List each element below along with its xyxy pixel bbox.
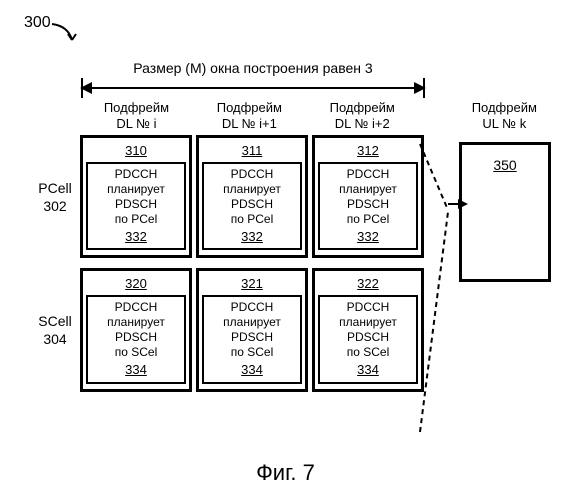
- figure-caption: Фиг. 7: [0, 460, 571, 486]
- inner-l4: по SCel: [90, 345, 182, 360]
- pcell-inner-2: PDCCH планирует PDSCH по PCel 332: [318, 162, 418, 250]
- inner-l4: по SCel: [206, 345, 298, 360]
- col-header-dl-2: Подфрейм DL № i+2: [306, 100, 419, 131]
- inner-l4: по PCel: [206, 212, 298, 227]
- inner-l3: PDSCH: [206, 197, 298, 212]
- subframe-id: 310: [86, 143, 186, 158]
- subframe-id: 322: [318, 276, 418, 291]
- scell-row-label: SCell 304: [30, 312, 80, 348]
- inner-l3: PDSCH: [90, 330, 182, 345]
- inner-l1: PDCCH: [206, 300, 298, 315]
- row-label-ref: 304: [30, 330, 80, 348]
- inner-l4: по PCel: [322, 212, 414, 227]
- col-header-l2: DL № i+1: [193, 116, 306, 132]
- inner-l1: PDCCH: [90, 167, 182, 182]
- inner-l2: планирует: [90, 315, 182, 330]
- col-header-l2: DL № i: [80, 116, 193, 132]
- inner-l3: PDSCH: [322, 197, 414, 212]
- scell-inner-1: PDCCH планирует PDSCH по SCel 334: [202, 295, 302, 383]
- inner-ref: 334: [322, 362, 414, 378]
- inner-ref: 332: [322, 229, 414, 245]
- ul-subframe-box: 350: [459, 142, 551, 282]
- subframe-id: 312: [318, 143, 418, 158]
- inner-ref: 334: [90, 362, 182, 378]
- row-label-name: PCell: [30, 179, 80, 197]
- inner-l4: по SCel: [322, 345, 414, 360]
- subframe-id: 321: [202, 276, 302, 291]
- col-header-dl-0: Подфрейм DL № i: [80, 100, 193, 131]
- inner-l1: PDCCH: [322, 167, 414, 182]
- pcell-subframe-2: 312 PDCCH планирует PDSCH по PCel 332: [312, 135, 424, 258]
- double-arrow-icon: [80, 78, 426, 98]
- pcell-subframe-0: 310 PDCCH планирует PDSCH по PCel 332: [80, 135, 192, 258]
- col-header-dl-1: Подфрейм DL № i+1: [193, 100, 306, 131]
- col-header-ul: Подфрейм UL № k: [458, 100, 551, 131]
- inner-l2: планирует: [206, 315, 298, 330]
- col-header-l1: Подфрейм: [458, 100, 551, 116]
- inner-l2: планирует: [322, 315, 414, 330]
- inner-l3: PDSCH: [90, 197, 182, 212]
- ul-subframe-ref: 350: [462, 157, 548, 173]
- row-label-name: SCell: [30, 312, 80, 330]
- dashed-bracket-arrow-icon: [418, 140, 468, 440]
- inner-l3: PDSCH: [206, 330, 298, 345]
- inner-l1: PDCCH: [206, 167, 298, 182]
- inner-ref: 334: [206, 362, 298, 378]
- col-header-l1: Подфрейм: [193, 100, 306, 116]
- inner-l1: PDCCH: [322, 300, 414, 315]
- scell-inner-0: PDCCH планирует PDSCH по SCel 334: [86, 295, 186, 383]
- subframe-id: 320: [86, 276, 186, 291]
- col-header-l1: Подфрейм: [80, 100, 193, 116]
- pcell-subframe-1: 311 PDCCH планирует PDSCH по PCel 332: [196, 135, 308, 258]
- subframe-id: 311: [202, 143, 302, 158]
- pcell-inner-0: PDCCH планирует PDSCH по PCel 332: [86, 162, 186, 250]
- inner-l3: PDSCH: [322, 330, 414, 345]
- scell-inner-2: PDCCH планирует PDSCH по SCel 334: [318, 295, 418, 383]
- row-label-ref: 302: [30, 197, 80, 215]
- inner-l4: по PCel: [90, 212, 182, 227]
- scell-subframe-2: 322 PDCCH планирует PDSCH по SCel 334: [312, 268, 424, 391]
- scell-row: SCell 304 320 PDCCH планирует PDSCH по S…: [30, 268, 551, 391]
- inner-ref: 332: [206, 229, 298, 245]
- column-headers: Подфрейм DL № i Подфрейм DL № i+1 Подфре…: [80, 100, 551, 131]
- inner-l1: PDCCH: [90, 300, 182, 315]
- figure-ref-number: 300: [24, 14, 51, 32]
- inner-ref: 332: [90, 229, 182, 245]
- pcell-inner-1: PDCCH планирует PDSCH по PCel 332: [202, 162, 302, 250]
- scell-subframe-0: 320 PDCCH планирует PDSCH по SCel 334: [80, 268, 192, 391]
- window-span-label-group: Размер (M) окна построения равен 3: [80, 60, 426, 90]
- inner-l2: планирует: [322, 182, 414, 197]
- col-header-l2: DL № i+2: [306, 116, 419, 132]
- curve-arrow-icon: [50, 22, 78, 44]
- scell-subframe-1: 321 PDCCH планирует PDSCH по SCel 334: [196, 268, 308, 391]
- inner-l2: планирует: [90, 182, 182, 197]
- col-header-l2: UL № k: [458, 116, 551, 132]
- window-span-text: Размер (M) окна построения равен 3: [80, 60, 426, 76]
- pcell-row-label: PCell 302: [30, 179, 80, 215]
- inner-l2: планирует: [206, 182, 298, 197]
- col-header-l1: Подфрейм: [306, 100, 419, 116]
